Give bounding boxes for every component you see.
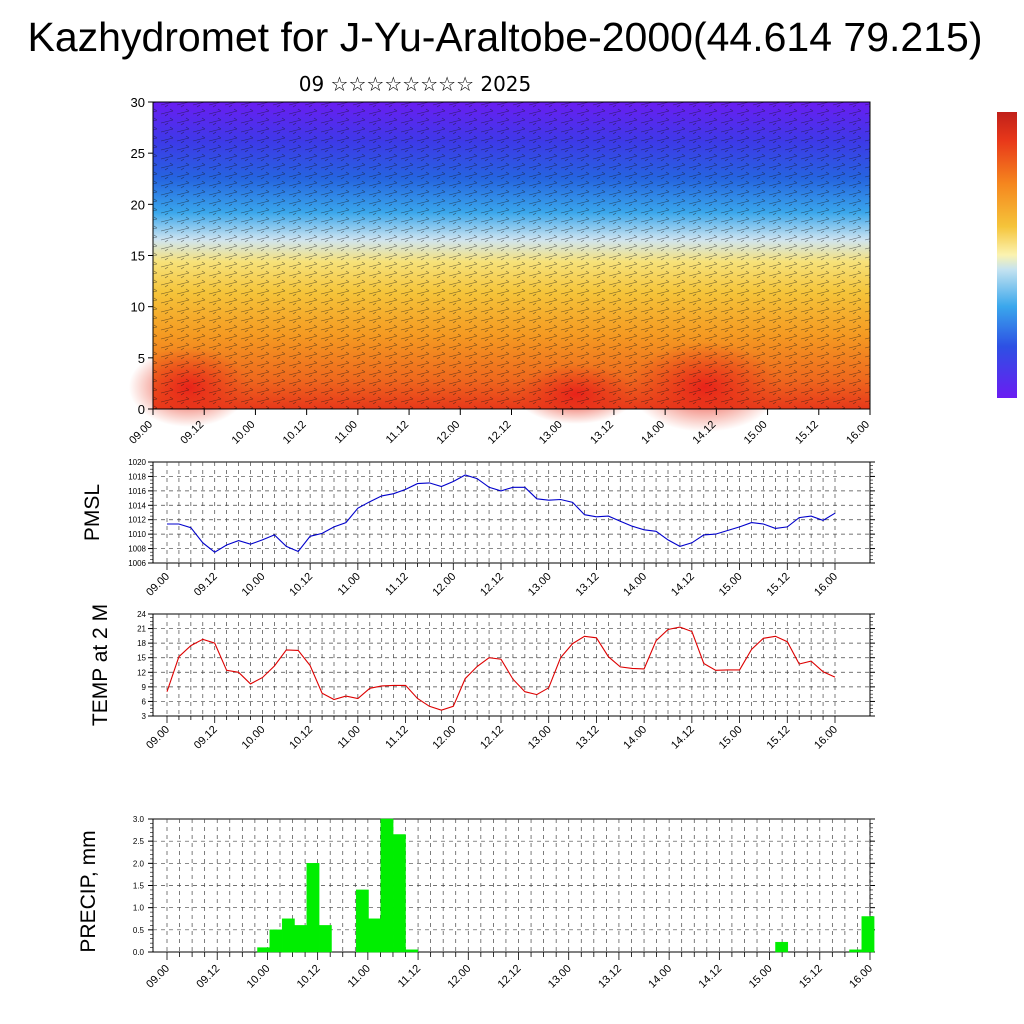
y-tick-label: 15 — [137, 654, 146, 663]
y-tick-label: 5 — [138, 351, 145, 366]
wind-barbs — [153, 102, 870, 409]
precip-bar — [355, 889, 369, 953]
y-tick-label: 2.0 — [133, 859, 145, 868]
precip-bar — [281, 918, 295, 953]
y-axis-label: PMSL — [81, 484, 104, 541]
y-tick-label: 9 — [142, 683, 147, 692]
y-axis-label: TEMP at 2 M — [89, 604, 112, 726]
x-tick-label: 15.00 — [747, 963, 775, 991]
y-tick-label: 24 — [137, 610, 146, 619]
x-tick-label: 12.12 — [496, 963, 524, 991]
chart-subtitle: 09 ☆☆☆☆☆☆☆☆ 2025 — [298, 72, 532, 96]
precip-bar — [368, 918, 382, 953]
precip-bar — [257, 947, 271, 953]
x-tick-label: 13.00 — [546, 963, 574, 991]
y-tick-label: 1.5 — [133, 882, 145, 891]
y-tick-label: 1020 — [128, 458, 146, 467]
series-line — [167, 474, 836, 553]
y-tick-label: 1006 — [128, 559, 146, 568]
y-tick-label: 25 — [131, 146, 145, 161]
plot-frame — [152, 461, 871, 564]
precip-bar — [392, 834, 406, 953]
x-tick-label: 15.12 — [797, 963, 825, 991]
x-tick-label: 11.12 — [396, 963, 423, 990]
y-tick-label: 3 — [142, 712, 147, 721]
precip-bar — [294, 925, 308, 953]
series-line — [166, 626, 836, 711]
y-axis-label: PRECIP, mm — [77, 830, 100, 952]
colorbar — [997, 112, 1017, 398]
x-tick-label: 14.12 — [697, 963, 725, 991]
y-tick-label: 1016 — [128, 487, 146, 496]
precip-bar — [775, 941, 789, 953]
precip-bar — [306, 863, 320, 953]
x-tick-label: 11.00 — [346, 963, 373, 990]
y-tick-label: 12 — [137, 668, 146, 677]
y-tick-label: 0 — [138, 402, 145, 417]
precip-bar — [861, 916, 875, 953]
y-tick-label: 6 — [142, 697, 147, 706]
x-tick-label: 10.12 — [295, 963, 323, 991]
y-tick-label: 0.0 — [133, 948, 145, 957]
x-tick-label: 09.00 — [144, 963, 172, 991]
precip-bar — [269, 929, 283, 953]
y-tick-label: 3.0 — [133, 815, 145, 824]
precip-bar — [380, 818, 394, 953]
x-tick-label: 13.12 — [596, 963, 624, 991]
plot-frame — [152, 613, 871, 717]
y-tick-label: 18 — [137, 639, 146, 648]
y-tick-label: 0.5 — [133, 926, 145, 935]
y-tick-label: 1012 — [128, 516, 146, 525]
x-tick-label: 10.00 — [245, 963, 273, 991]
precip-bar — [318, 925, 332, 953]
y-tick-label: 1010 — [128, 530, 146, 539]
x-tick-label: 16.00 — [847, 963, 875, 991]
y-tick-label: 20 — [131, 197, 145, 212]
x-tick-label: 09.12 — [194, 963, 222, 991]
y-tick-label: 1018 — [128, 472, 146, 481]
y-tick-label: 1014 — [128, 501, 146, 510]
chart-title: Kazhydromet for J-Yu-Araltobe-2000(44.61… — [27, 14, 983, 60]
x-tick-label: 12.00 — [445, 963, 473, 991]
precip-bar — [405, 949, 419, 953]
y-tick-label: 1.0 — [133, 904, 145, 913]
y-tick-label: 1008 — [128, 545, 146, 554]
y-tick-label: 2.5 — [133, 837, 145, 846]
precip-bar — [849, 949, 863, 953]
y-tick-label: 15 — [131, 249, 145, 264]
y-tick-label: 10 — [131, 300, 145, 315]
y-tick-label: 21 — [137, 625, 146, 634]
x-tick-label: 14.00 — [646, 963, 674, 991]
y-tick-label: 30 — [131, 95, 145, 110]
